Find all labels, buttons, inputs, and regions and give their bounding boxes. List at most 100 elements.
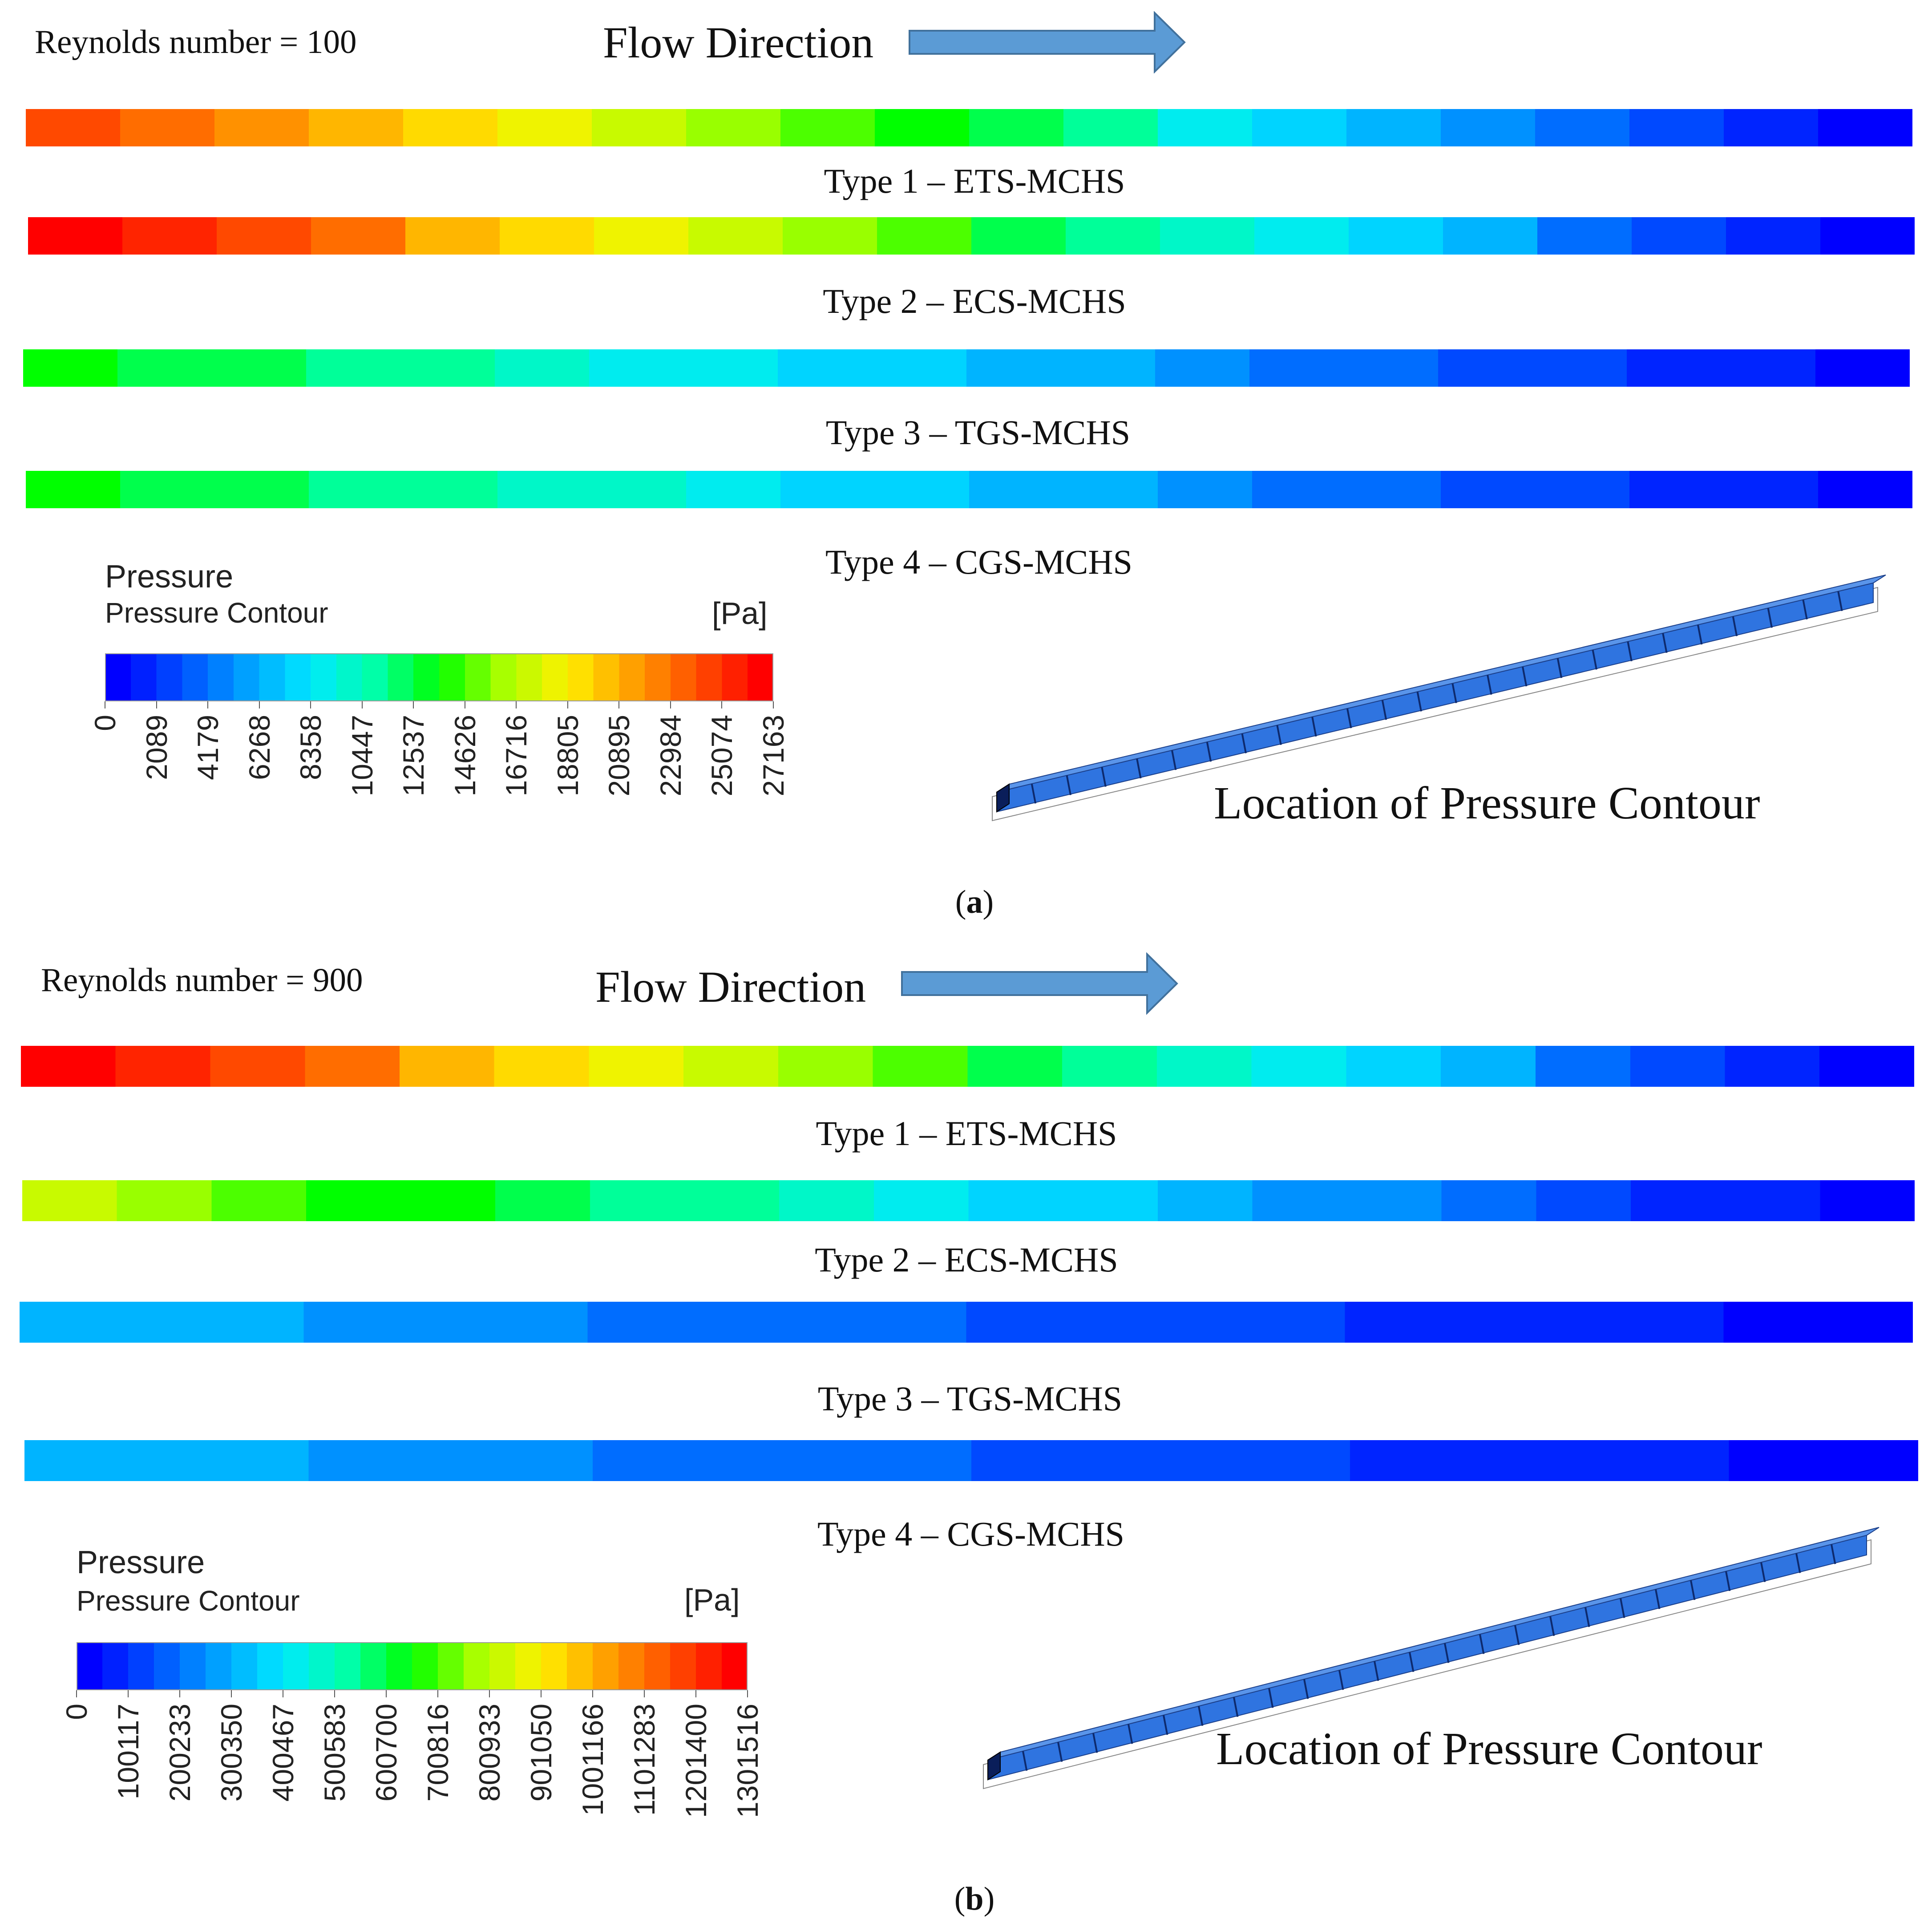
colorbar-tick-mark <box>310 701 311 708</box>
colorbar-tick-mark <box>644 1690 645 1697</box>
channel-location-diagram-b <box>983 1527 1879 1789</box>
colorbar-tick-mark <box>207 701 209 708</box>
colorbar-tick-mark <box>516 701 517 708</box>
colorbar-tick-mark <box>670 701 671 708</box>
colorbar-tick-mark <box>179 1690 180 1697</box>
channel-segment-divider <box>1101 767 1107 787</box>
colorbar-tick-mark <box>334 1690 335 1697</box>
type-label-b4: Type 4 – CGS-MCHS <box>817 1514 1125 1553</box>
colorbar-tick-mark <box>489 1690 490 1697</box>
colorbar-tick-label: 400467 <box>267 1704 299 1802</box>
type-label-b1: Type 1 – ETS-MCHS <box>816 1114 1117 1153</box>
colorbar-tick-mark <box>541 1690 542 1697</box>
colorbar-tick-mark <box>128 1690 129 1697</box>
channel-segment-divider <box>1206 741 1212 762</box>
legend-subtitle-a: Pressure Contour <box>105 597 328 629</box>
channel-segment-divider <box>1198 1706 1204 1726</box>
colorbar-tick-label: 12537 <box>397 715 430 797</box>
channel-segment-divider <box>1409 1652 1415 1672</box>
colorbar-tick-label: 25074 <box>705 715 739 797</box>
colorbar-tick-mark <box>156 701 157 708</box>
colorbar-tick-label: 1101283 <box>628 1704 661 1816</box>
channel-segment-divider <box>1479 1634 1485 1654</box>
colorbar-tick-label: 14626 <box>448 715 481 797</box>
panel-label-a: (a) <box>955 883 994 921</box>
legend-title-a: Pressure <box>105 559 234 595</box>
colorbar-tick-label: 200233 <box>163 1704 196 1802</box>
colorbar-b <box>77 1642 748 1690</box>
type-label-b2: Type 2 – ECS-MCHS <box>815 1240 1118 1279</box>
colorbar-tick-label: 0 <box>60 1704 93 1720</box>
colorbar-tick-label: 16716 <box>500 715 533 797</box>
panel-label-a-open: ( <box>955 884 966 920</box>
channel-segment-divider <box>1760 1562 1766 1582</box>
contour-strip-a4 <box>26 471 1912 508</box>
flow-arrow-icon-a <box>909 11 1186 73</box>
colorbar-tick-label: 700816 <box>421 1704 454 1802</box>
colorbar-tick-label: 0 <box>89 715 121 731</box>
channel-segment-divider <box>1795 1553 1801 1573</box>
type-label-b3: Type 3 – TGS-MCHS <box>817 1379 1123 1418</box>
panel-label-a-letter: a <box>966 884 983 920</box>
colorbar-tick-label: 2089 <box>140 715 173 780</box>
colorbar-tick-label: 10447 <box>345 715 379 797</box>
colorbar-tick-label: 8358 <box>294 715 327 780</box>
channel-segment-divider <box>1346 708 1352 729</box>
contour-strip-a1 <box>26 109 1912 146</box>
reynolds-label-a: Reynolds number = 100 <box>35 24 357 61</box>
panel-label-b: (b) <box>954 1880 994 1918</box>
channel-segment-divider <box>1241 733 1247 753</box>
panel-label-b-open: ( <box>954 1881 966 1917</box>
channel-segment-divider <box>1584 1607 1590 1627</box>
channel-segment-divider <box>1136 758 1142 779</box>
colorbar-tick-label: 4179 <box>191 715 225 780</box>
colorbar-tick-label: 300350 <box>215 1704 248 1802</box>
channel-segment-divider <box>1311 717 1317 737</box>
contour-strip-a2 <box>28 217 1915 255</box>
channel-segment-divider <box>1487 675 1492 695</box>
colorbar-tick-label: 100117 <box>112 1704 145 1800</box>
panel-label-b-letter: b <box>965 1881 984 1917</box>
colorbar-tick-mark <box>567 701 568 708</box>
channel-segment-divider <box>1556 658 1563 678</box>
type-label-a2: Type 2 – ECS-MCHS <box>823 282 1126 320</box>
reynolds-label-b: Reynolds number = 900 <box>41 962 363 999</box>
panel-label-a-close: ) <box>982 884 994 920</box>
colorbar-tick-mark <box>747 1690 748 1697</box>
colorbar-tick-mark <box>592 1690 593 1697</box>
colorbar-tick-mark <box>386 1690 387 1697</box>
channel-segment-divider <box>1837 591 1843 611</box>
channel-location-diagram-a <box>992 575 1886 822</box>
colorbar-tick-label: 901050 <box>525 1704 558 1802</box>
location-label-a: Location of Pressure Contour <box>1214 777 1760 829</box>
contour-strip-a3 <box>23 349 1910 387</box>
channel-segment-divider <box>1092 1733 1098 1753</box>
contour-strip-b2 <box>22 1180 1915 1221</box>
channel-segment-divider <box>1163 1715 1168 1735</box>
panel-label-b-close: ) <box>983 1881 995 1917</box>
colorbar-tick-label: 1001166 <box>576 1704 609 1816</box>
colorbar-tick-label: 27163 <box>757 715 790 797</box>
channel-segment-divider <box>1514 1625 1520 1645</box>
colorbar-tick-label: 6268 <box>243 715 276 780</box>
type-label-a3: Type 3 – TGS-MCHS <box>825 413 1131 452</box>
channel-segment-divider <box>1381 700 1387 720</box>
channel-segment-divider <box>1451 683 1457 703</box>
channel-segment-divider <box>1549 1616 1555 1636</box>
channel-segment-divider <box>1697 624 1703 645</box>
colorbar-tick-mark <box>413 701 414 708</box>
channel-segment-divider <box>1592 650 1597 670</box>
flow-arrow-icon-b <box>901 952 1178 1015</box>
colorbar-tick-mark <box>721 701 723 708</box>
channel-segment-divider <box>1662 633 1668 653</box>
colorbar-tick-label: 20895 <box>602 715 636 797</box>
channel-segment-divider <box>1732 616 1738 636</box>
type-label-a4: Type 4 – CGS-MCHS <box>825 542 1133 581</box>
channel-segment-divider <box>1655 1589 1661 1609</box>
colorbar-tick-mark <box>231 1690 232 1697</box>
channel-segment-divider <box>1233 1697 1239 1717</box>
colorbar-a <box>105 653 773 701</box>
flow-direction-label-b: Flow Direction <box>595 962 866 1012</box>
colorbar-tick-mark <box>259 701 260 708</box>
contour-strip-b1 <box>21 1046 1914 1087</box>
